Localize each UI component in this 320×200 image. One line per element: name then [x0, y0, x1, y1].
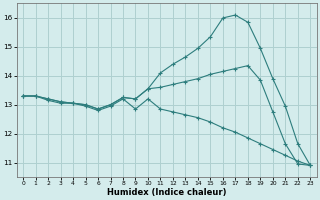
X-axis label: Humidex (Indice chaleur): Humidex (Indice chaleur)	[107, 188, 227, 197]
